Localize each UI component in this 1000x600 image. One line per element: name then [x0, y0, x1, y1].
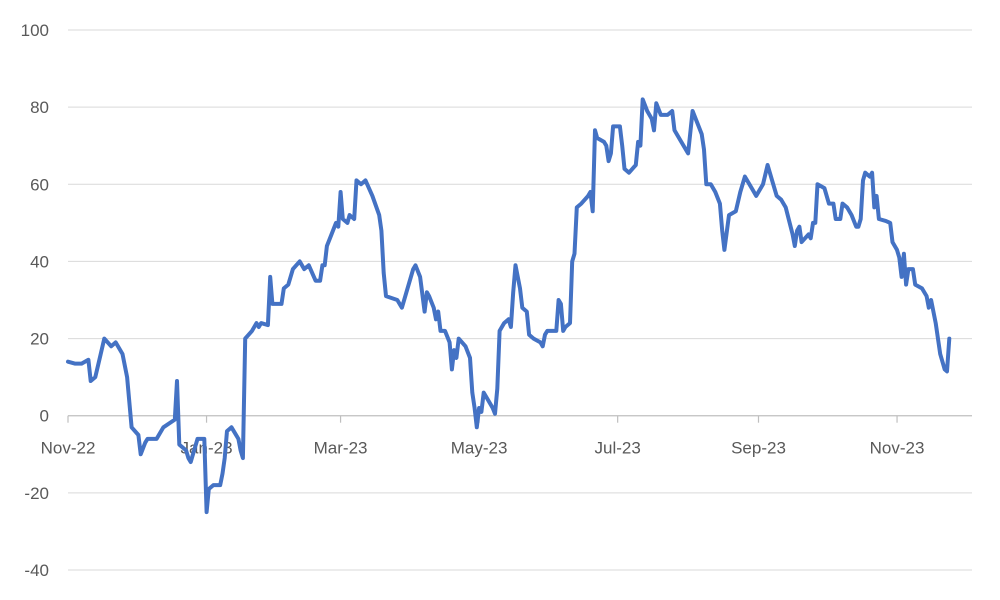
y-tick-label: -20	[24, 484, 49, 503]
x-axis-tick-labels: Nov-22 Jan-23 Mar-23 May-23 Jul-23 Sep-23 Nov-…	[41, 439, 925, 458]
x-tick-label: Nov-23	[870, 439, 925, 458]
y-axis-tick-labels: -40 -20 0 20 40 60 80 100	[21, 21, 49, 580]
x-tick-label: Sep-23	[731, 439, 786, 458]
x-tick-label: Nov-22	[41, 439, 96, 458]
y-tick-label: 40	[30, 252, 49, 271]
y-tick-label: 60	[30, 175, 49, 194]
y-tick-label: 20	[30, 330, 49, 349]
y-tick-label: -40	[24, 561, 49, 580]
series-line-0	[66, 97, 952, 515]
x-tick-label: Jul-23	[595, 439, 641, 458]
y-tick-label: 100	[21, 21, 49, 40]
series-layer	[66, 97, 952, 515]
gridlines	[67, 29, 972, 571]
x-tick-label: May-23	[451, 439, 508, 458]
y-tick-label: 0	[40, 407, 49, 426]
y-tick-label: 80	[30, 98, 49, 117]
x-tick-label: Mar-23	[314, 439, 368, 458]
